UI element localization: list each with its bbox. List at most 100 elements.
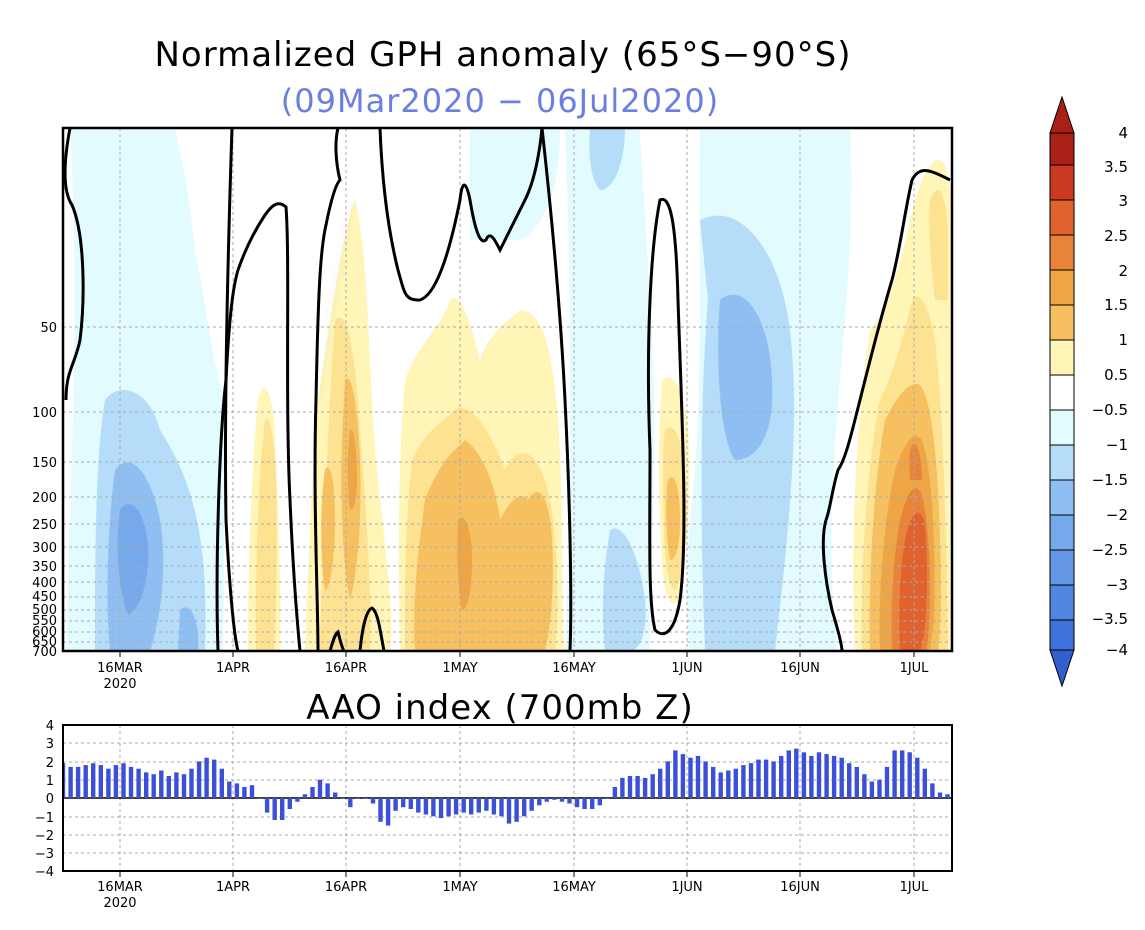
aao-bar bbox=[937, 792, 943, 798]
aao-bar bbox=[915, 757, 920, 798]
cb-label-0_5: 0.5 bbox=[1104, 366, 1128, 384]
aao-bar bbox=[1021, 798, 1025, 835]
aao-x-tick-1apr: 1APR bbox=[216, 880, 250, 895]
aao-bar bbox=[151, 774, 156, 798]
y-tick-300: 300 bbox=[32, 541, 57, 556]
aao-bar bbox=[574, 798, 580, 808]
aao-bar bbox=[756, 759, 761, 798]
cb-label-2_5: 2.5 bbox=[1104, 227, 1128, 245]
aao-bar bbox=[113, 765, 119, 798]
cb-label-neg4: −4 bbox=[1106, 641, 1128, 659]
aao-bar bbox=[673, 750, 678, 798]
aao-bar bbox=[453, 798, 459, 815]
aao-bar bbox=[174, 772, 179, 798]
aao-bar bbox=[733, 768, 738, 798]
cb-label-neg1_5: −1.5 bbox=[1092, 471, 1128, 489]
aao-bar bbox=[506, 798, 512, 824]
aao-bar bbox=[476, 798, 481, 813]
aao-bar bbox=[718, 772, 723, 798]
aao-bar bbox=[726, 770, 731, 798]
bottom-chart-title: AAO index (700mb Z) bbox=[306, 688, 694, 728]
colorbar-labels: 4 3.5 3 2.5 2 1.5 1 0.5 −0.5 −1 −1.5 −2 … bbox=[1092, 124, 1128, 659]
heatmap-y-axis: 50 100 150 200 250 300 350 400 450 500 5… bbox=[32, 321, 57, 660]
aao-bar bbox=[189, 768, 194, 798]
aao-y-tick-1: 1 bbox=[46, 774, 54, 789]
aao-bar bbox=[831, 755, 837, 798]
x-tick-year: 2020 bbox=[103, 677, 136, 692]
aao-bar bbox=[484, 798, 489, 811]
aao-bar bbox=[287, 798, 292, 809]
aao-bar bbox=[1044, 794, 1048, 798]
aao-bar bbox=[280, 798, 285, 820]
aao-bar bbox=[370, 798, 376, 804]
aao-bar bbox=[665, 761, 670, 798]
aao-bar bbox=[401, 798, 406, 808]
aao-x-tick-year: 2020 bbox=[103, 896, 136, 911]
aao-y-tick-2: 2 bbox=[46, 756, 54, 771]
y-tick-550: 550 bbox=[32, 614, 57, 629]
aao-bar bbox=[121, 763, 126, 798]
aao-bar bbox=[900, 750, 905, 798]
cb-label-neg3: −3 bbox=[1106, 576, 1128, 594]
aao-bar bbox=[991, 798, 995, 824]
aao-bar bbox=[431, 798, 436, 817]
aao-bar bbox=[310, 787, 315, 798]
aao-bar bbox=[1013, 798, 1017, 844]
y-tick-400: 400 bbox=[32, 576, 57, 591]
aao-bar bbox=[786, 750, 791, 798]
aao-bar bbox=[529, 798, 534, 811]
aao-y-tick-neg1: −1 bbox=[35, 811, 54, 826]
aao-y-tick-0: 0 bbox=[46, 792, 54, 807]
aao-bar bbox=[234, 783, 240, 798]
aao-bar bbox=[597, 798, 602, 806]
aao-bar bbox=[695, 755, 701, 798]
aao-bar bbox=[461, 798, 466, 813]
aao-bar bbox=[559, 798, 565, 802]
y-tick-100: 100 bbox=[32, 406, 57, 421]
aao-bar bbox=[544, 798, 549, 802]
aao-bar bbox=[945, 794, 950, 798]
cb-label-4: 4 bbox=[1118, 124, 1128, 142]
zero-contours bbox=[63, 128, 951, 651]
aao-bar bbox=[348, 798, 353, 808]
aao-bar bbox=[590, 798, 595, 809]
x-tick-16apr: 16APR bbox=[325, 661, 367, 676]
aao-bar bbox=[877, 779, 882, 798]
aao-bar bbox=[181, 774, 187, 798]
aao-bar bbox=[567, 798, 572, 804]
aao-bar bbox=[196, 761, 202, 798]
aao-bar bbox=[1051, 791, 1055, 798]
aao-bar bbox=[650, 774, 655, 798]
aao-bar bbox=[627, 776, 633, 798]
x-tick-16jun: 16JUN bbox=[780, 661, 820, 676]
aao-bar bbox=[166, 776, 171, 798]
x-tick-1may: 1MAY bbox=[442, 661, 477, 676]
aao-bar bbox=[416, 798, 421, 813]
aao-bar bbox=[446, 798, 451, 817]
aao-bar bbox=[960, 798, 964, 804]
aao-bar bbox=[582, 798, 587, 809]
aao-bar bbox=[642, 777, 648, 798]
aao-bar bbox=[983, 798, 987, 820]
y-tick-350: 350 bbox=[32, 560, 57, 575]
aao-y-tick-4: 4 bbox=[46, 719, 54, 734]
aao-y-axis: 4 3 2 1 0 −1 −2 −3 −4 bbox=[35, 719, 54, 880]
cb-label-2: 2 bbox=[1118, 262, 1128, 280]
aao-bar bbox=[779, 755, 784, 798]
aao-x-tick-16apr: 16APR bbox=[325, 880, 367, 895]
aao-bar bbox=[295, 798, 300, 802]
colorbar-bottom-arrow bbox=[1049, 649, 1075, 688]
aao-bar bbox=[385, 798, 391, 826]
aao-bar bbox=[499, 798, 504, 817]
y-tick-600: 600 bbox=[32, 625, 57, 640]
aao-bar bbox=[302, 794, 308, 798]
aao-bar bbox=[355, 798, 360, 799]
y-tick-650: 650 bbox=[32, 635, 57, 650]
aao-x-tick-1may: 1MAY bbox=[442, 880, 477, 895]
aao-bar bbox=[884, 766, 890, 798]
aao-bar bbox=[816, 752, 822, 799]
aao-x-tick-1jun: 1JUN bbox=[671, 880, 702, 895]
aao-bar bbox=[968, 798, 972, 805]
aao-bar bbox=[423, 798, 429, 815]
aao-bar bbox=[83, 765, 88, 798]
